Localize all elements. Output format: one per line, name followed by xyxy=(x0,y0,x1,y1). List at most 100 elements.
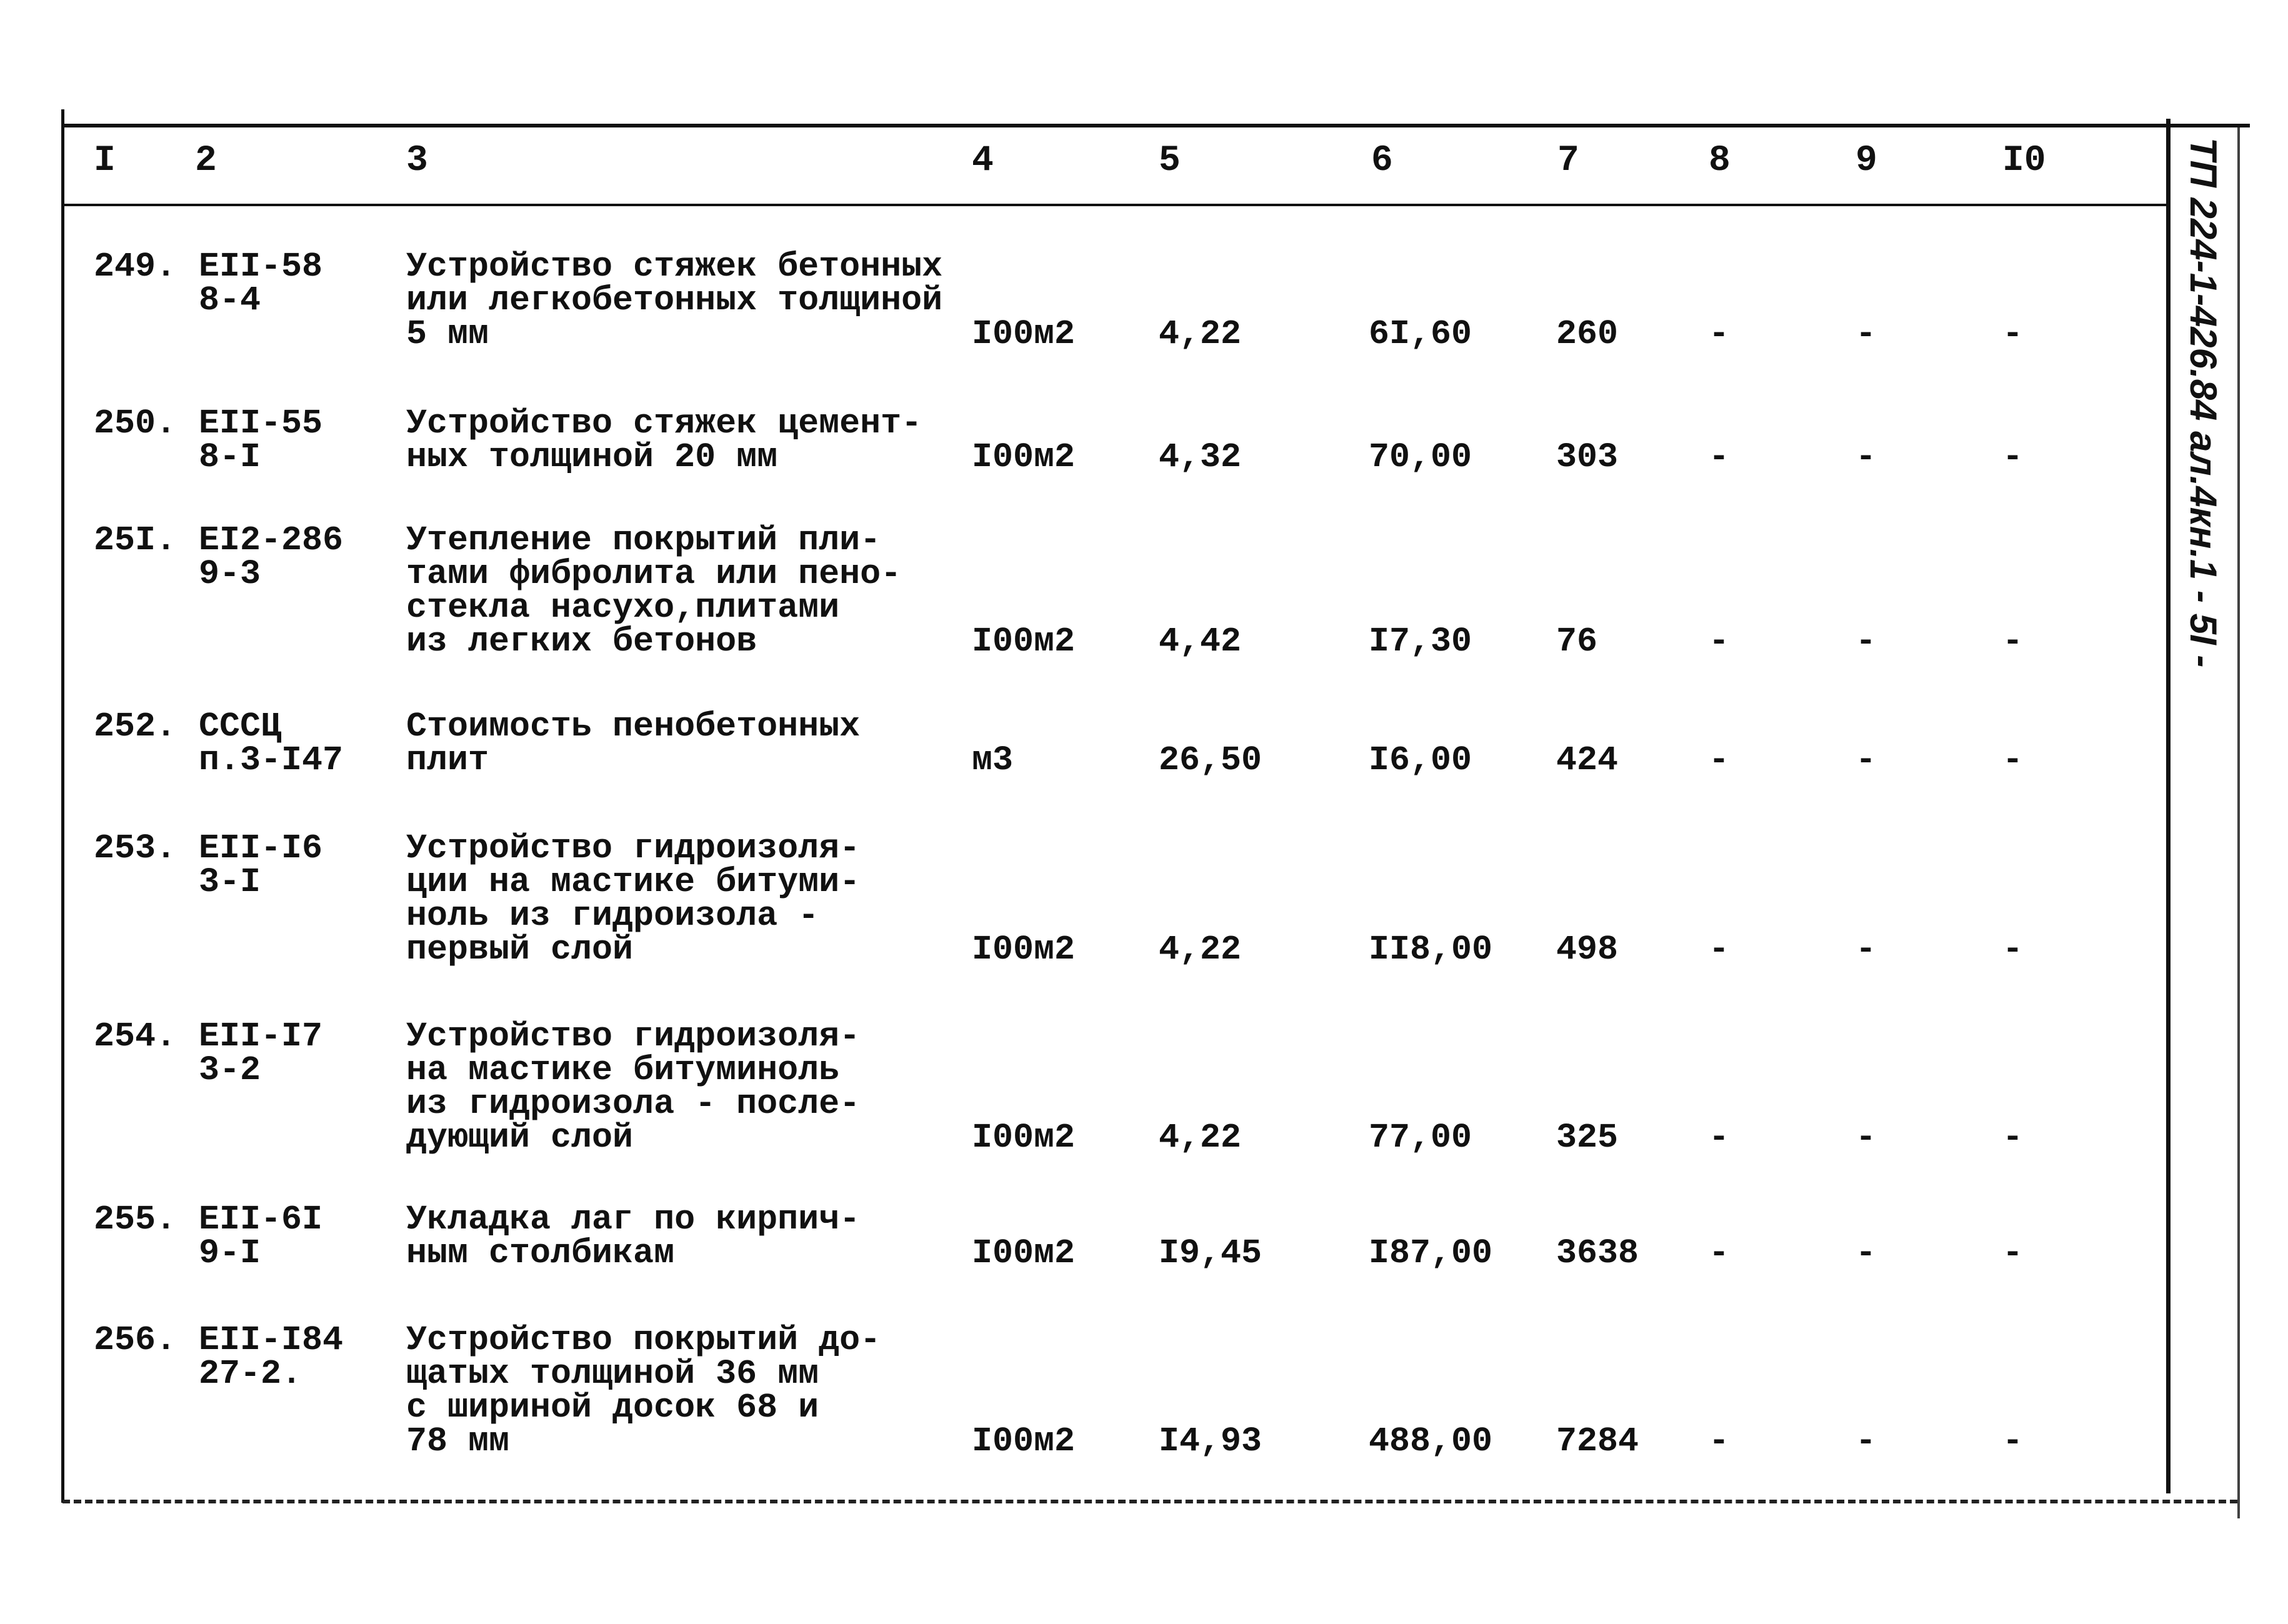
description-line: дующий слой xyxy=(406,1118,634,1157)
cell-c6: I6,00 xyxy=(1369,740,1472,780)
description-line: из гидроизола - после- xyxy=(406,1084,861,1123)
cell-c6: II8,00 xyxy=(1369,930,1493,969)
cell-c8: - xyxy=(1709,930,1730,969)
rate-code-line: п.3-I47 xyxy=(199,740,344,780)
row-number: 254. xyxy=(94,1017,177,1056)
description-line: Устройство покрытий до- xyxy=(406,1320,881,1360)
document-code: ТП 224-1-426.84 ал.4кн.1 - 5I - xyxy=(2182,137,2224,668)
column-header: 9 xyxy=(1856,141,1877,181)
cell-c10: - xyxy=(2002,1422,2024,1461)
description-line: Устройство стяжек бетонных xyxy=(406,247,943,286)
rate-code-line: ЕII-55 xyxy=(199,404,323,443)
cell-unit: I00м2 xyxy=(972,1233,1076,1273)
rate-code: ЕI2-286 9-3 xyxy=(199,521,344,594)
cell-c8: - xyxy=(1709,1118,1730,1157)
description-line: на мастике битуминоль xyxy=(406,1050,840,1090)
cell-c5: I4,93 xyxy=(1159,1422,1262,1461)
cell-c9: - xyxy=(1856,437,1877,477)
cell-c6: 70,00 xyxy=(1369,437,1472,477)
cell-unit: I00м2 xyxy=(972,1118,1076,1157)
cell-c10: - xyxy=(2002,622,2024,661)
rate-code-line: ЕII-6I xyxy=(199,1200,323,1239)
column-header: I0 xyxy=(2002,141,2046,181)
description-line: Устройство гидроизоля- xyxy=(406,1017,861,1056)
cell-unit: м3 xyxy=(972,740,1014,780)
cell-c5: 4,42 xyxy=(1159,622,1242,661)
cell-c6: 6I,60 xyxy=(1369,314,1472,354)
description-line: или легкобетонных толщиной xyxy=(406,281,943,320)
work-description: Стоимость пенобетонных плит xyxy=(406,709,860,780)
work-description: Устройство гидроизоля-на мастике битумин… xyxy=(406,1017,861,1157)
column-header: 3 xyxy=(406,141,428,181)
description-line: плит xyxy=(406,740,489,780)
column-header: 6 xyxy=(1371,141,1393,181)
rate-code: ЕII-I84 27-2. xyxy=(199,1323,343,1391)
right-border xyxy=(2166,119,2171,1493)
row-number: 249. xyxy=(94,247,177,286)
rate-code-line: 9-3 xyxy=(199,554,261,594)
rate-code-line: ЕII-I6 xyxy=(199,829,323,868)
rate-code-line: 27-2. xyxy=(199,1354,302,1393)
cell-c8: - xyxy=(1709,437,1730,477)
cell-c6: 488,00 xyxy=(1369,1422,1493,1461)
rate-code-line: ЕI2-286 xyxy=(199,521,344,560)
cell-c5: 4,22 xyxy=(1159,930,1242,969)
cell-unit: I00м2 xyxy=(972,437,1076,477)
cell-c6: I87,00 xyxy=(1369,1233,1493,1273)
description-line: ноль из гидроизола - xyxy=(406,896,819,935)
cell-c10: - xyxy=(2002,437,2024,477)
cell-c7: 498 xyxy=(1556,930,1619,969)
top-border xyxy=(62,124,2250,127)
cell-unit: I00м2 xyxy=(972,622,1076,661)
rate-code-line: ЕII-I7 xyxy=(199,1017,323,1056)
cell-c9: - xyxy=(1856,930,1877,969)
row-number: 255. xyxy=(94,1200,177,1239)
cell-unit: I00м2 xyxy=(972,1422,1076,1461)
cell-c5: 4,32 xyxy=(1159,437,1242,477)
cell-unit: I00м2 xyxy=(972,930,1076,969)
rate-code-line: ЕII-58 xyxy=(199,247,323,286)
cell-c10: - xyxy=(2002,740,2024,780)
description-line: Устройство стяжек цемент- xyxy=(406,404,922,443)
description-line: ных толщиной 20 мм xyxy=(406,437,778,477)
left-border xyxy=(61,109,64,1503)
description-line: 5 мм xyxy=(406,314,489,354)
column-header: 5 xyxy=(1159,141,1181,181)
cell-c8: - xyxy=(1709,622,1730,661)
cell-c7: 76 xyxy=(1556,622,1598,661)
column-header: 7 xyxy=(1557,141,1579,181)
rate-code: ЕII-58 8-4 xyxy=(199,247,323,320)
description-line: ции на мастике битуми- xyxy=(406,862,861,902)
work-description: Утепление покрытий пли-тами фибролита ил… xyxy=(406,521,902,661)
cell-c6: I7,30 xyxy=(1369,622,1472,661)
work-description: Устройство стяжек цемент-ных толщиной 20… xyxy=(406,404,922,477)
description-line: Утепление покрытий пли- xyxy=(406,521,881,560)
cell-c10: - xyxy=(2002,1118,2024,1157)
rate-code: ЕII-6I 9-I xyxy=(199,1200,323,1273)
description-line: тами фибролита или пено- xyxy=(406,554,902,594)
cell-c6: 77,00 xyxy=(1369,1118,1472,1157)
cell-c8: - xyxy=(1709,1422,1730,1461)
description-line: с шириной досок 68 и xyxy=(406,1388,819,1427)
description-line: из легких бетонов xyxy=(406,622,757,661)
cell-c9: - xyxy=(1856,1233,1877,1273)
column-header: 4 xyxy=(972,141,994,181)
cell-c9: - xyxy=(1856,622,1877,661)
column-header: 8 xyxy=(1709,141,1731,181)
cell-unit: I00м2 xyxy=(972,314,1076,354)
work-description: Устройство покрытий до-щатых толщиной 36… xyxy=(406,1323,881,1458)
cell-c5: 26,50 xyxy=(1159,740,1262,780)
rate-code-line: 8-4 xyxy=(199,281,261,320)
column-header: 2 xyxy=(195,141,217,181)
cell-c5: I9,45 xyxy=(1159,1233,1262,1273)
cell-c10: - xyxy=(2002,930,2024,969)
cell-c5: 4,22 xyxy=(1159,314,1242,354)
rate-code-line: 8-I xyxy=(199,437,261,477)
cell-c7: 424 xyxy=(1556,740,1619,780)
cell-c8: - xyxy=(1709,740,1730,780)
rate-code-line: ЕII-I84 xyxy=(199,1320,344,1360)
cell-c8: - xyxy=(1709,1233,1730,1273)
work-description: Устройство стяжек бетонных или легкобетон… xyxy=(406,247,943,354)
rate-code-line: 9-I xyxy=(199,1233,261,1273)
cell-c10: - xyxy=(2002,314,2024,354)
